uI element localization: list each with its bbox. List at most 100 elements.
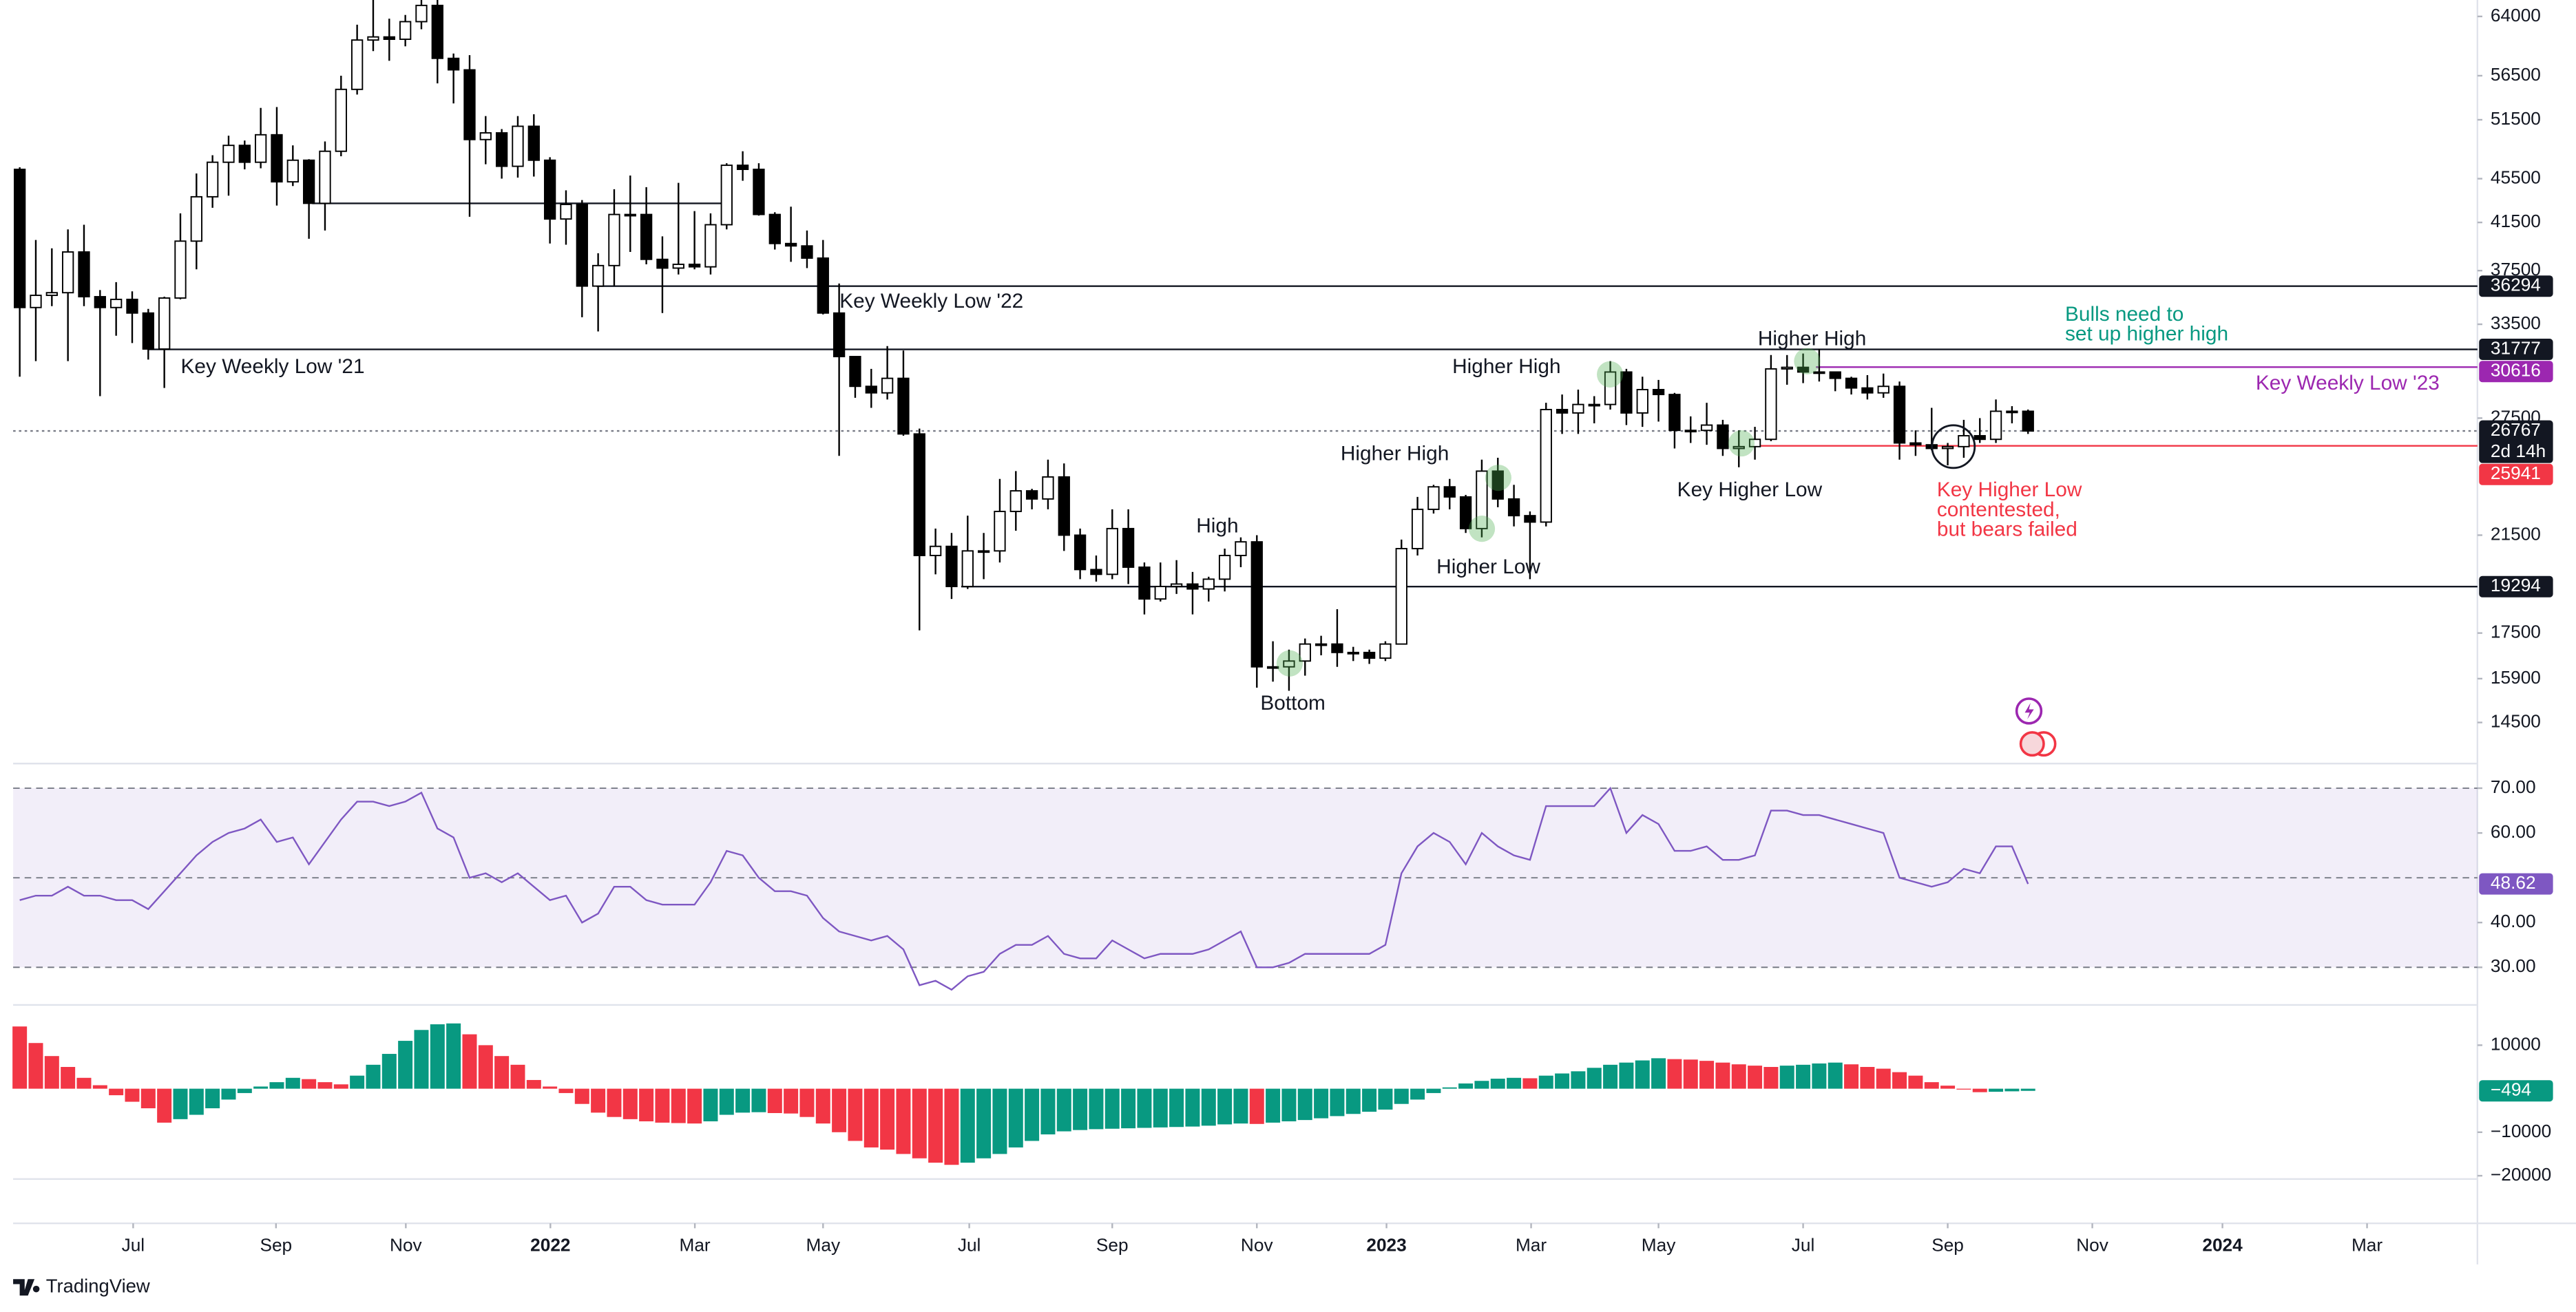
price-label-box <box>2479 1080 2553 1102</box>
candle-body <box>897 377 910 435</box>
candle-body <box>1315 643 1328 646</box>
price-label-box <box>2479 361 2553 383</box>
candle-body <box>78 251 90 297</box>
histogram-bar <box>1748 1066 1763 1089</box>
annotation: contentested, <box>1937 498 2060 521</box>
candle-body <box>543 159 556 220</box>
candle-body <box>576 204 588 287</box>
candle-body <box>13 169 26 308</box>
histogram-bar <box>478 1045 493 1089</box>
price-label-box <box>2479 575 2553 597</box>
candle-body <box>704 224 717 268</box>
candle-body <box>1122 527 1135 568</box>
candle-body <box>849 356 861 388</box>
histogram-bar <box>1025 1088 1040 1141</box>
price-label: 19294 <box>2491 575 2541 595</box>
y-tick-label: 33500 <box>2491 313 2541 333</box>
price-label: −494 <box>2491 1079 2531 1100</box>
histogram-bar <box>1169 1088 1184 1128</box>
candle-body <box>1491 470 1504 500</box>
candle-body <box>929 545 942 556</box>
histogram-bar <box>1812 1063 1827 1089</box>
candle-body <box>1202 578 1215 590</box>
histogram-bar <box>1314 1088 1329 1119</box>
histogram-bar <box>317 1082 333 1089</box>
histogram-bar <box>1651 1058 1666 1089</box>
candle-body <box>1476 470 1488 529</box>
histogram-bar <box>1040 1088 1056 1134</box>
histogram-bar <box>1972 1088 1987 1092</box>
histogram-bar <box>333 1084 348 1089</box>
candle-body <box>736 165 749 170</box>
annotation: Key Weekly Low '21 <box>181 355 365 378</box>
histogram-bar <box>462 1034 477 1089</box>
candle-body <box>222 145 235 163</box>
candle-body <box>286 159 299 183</box>
price-label: 25941 <box>2491 463 2541 483</box>
candle-body <box>817 257 829 314</box>
price-label-box <box>2479 420 2553 463</box>
x-tick-label: Sep <box>260 1235 292 1256</box>
x-tick-label: Jul <box>1792 1235 1815 1256</box>
x-tick-label: 2022 <box>530 1235 570 1256</box>
histogram-bar <box>832 1088 847 1132</box>
histogram-bar <box>1394 1088 1409 1104</box>
highlight-ring <box>1931 424 1976 469</box>
histogram-bar <box>1233 1088 1248 1124</box>
annotation: set up higher high <box>2065 323 2228 346</box>
histogram-bar <box>1763 1066 1779 1089</box>
x-tick-label: May <box>806 1235 841 1256</box>
histogram-bar <box>1940 1086 1956 1089</box>
candle-body <box>479 132 492 140</box>
histogram-bar <box>1989 1088 2004 1092</box>
histogram-bar <box>1185 1088 1200 1127</box>
candle-body <box>1235 541 1247 556</box>
candle-body <box>801 245 813 259</box>
candle-body <box>961 550 974 587</box>
y-tick-label: 40.00 <box>2491 911 2536 931</box>
histogram-bar <box>912 1088 927 1158</box>
candle-body <box>1941 445 1954 449</box>
histogram-bar <box>140 1088 156 1109</box>
y-tick-label: 64000 <box>2491 5 2541 25</box>
histogram-bar <box>350 1075 365 1089</box>
histogram-bar <box>944 1088 959 1165</box>
candle-body <box>1572 403 1584 414</box>
annotation: Higher High <box>1452 355 1560 378</box>
candle-body <box>768 213 781 244</box>
histogram-bar <box>1137 1088 1152 1128</box>
histogram-bar <box>1956 1088 1971 1090</box>
candle-body <box>1106 527 1118 575</box>
histogram-bar <box>1683 1059 1698 1089</box>
histogram-bar <box>430 1024 445 1089</box>
candle-body <box>1331 643 1343 653</box>
candle-body <box>206 161 219 198</box>
candle-body <box>367 36 379 41</box>
candle-body <box>238 145 251 163</box>
candle-body <box>1218 555 1231 580</box>
annotation: Key Weekly Low '22 <box>839 290 1023 313</box>
candle-body <box>560 204 572 220</box>
highlight-circle <box>1794 348 1821 374</box>
histogram-bar <box>1731 1064 1746 1089</box>
histogram-bar <box>591 1088 606 1113</box>
histogram-bar <box>767 1088 782 1114</box>
candle-body <box>881 377 894 394</box>
candle-body <box>1861 387 1874 394</box>
candle-body <box>1556 409 1569 414</box>
candle-body <box>1507 498 1520 517</box>
histogram-bar <box>494 1056 510 1089</box>
histogram-bar <box>960 1088 975 1163</box>
histogram-bar <box>1555 1073 1570 1089</box>
candle-body <box>463 69 476 140</box>
histogram-bar <box>1089 1088 1104 1130</box>
candle-body <box>1283 660 1295 668</box>
histogram-bar <box>28 1043 43 1089</box>
histogram-bar <box>1056 1088 1071 1132</box>
candle-body <box>1379 643 1392 659</box>
histogram-bar <box>205 1088 220 1109</box>
x-tick-label: Sep <box>1096 1235 1129 1256</box>
histogram-bar <box>1828 1062 1843 1089</box>
histogram-bar <box>1426 1088 1441 1093</box>
